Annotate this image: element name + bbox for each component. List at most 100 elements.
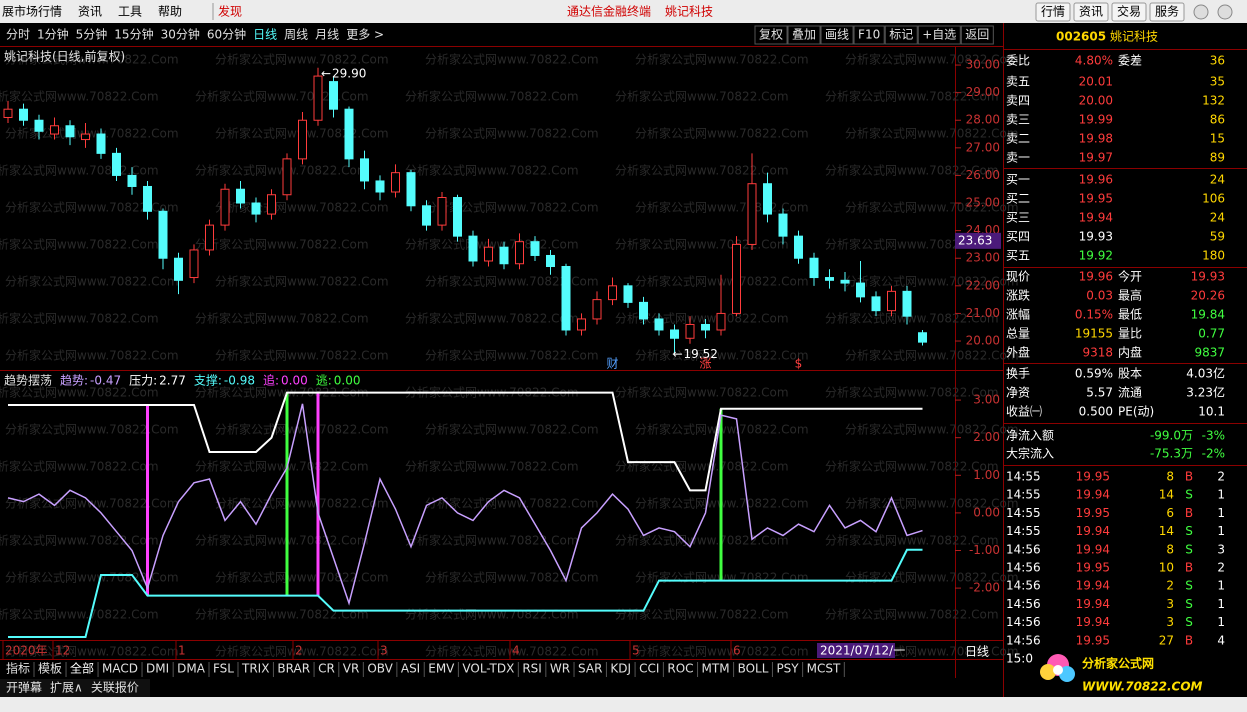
trade-side: B — [1185, 633, 1193, 647]
flow-label: 大宗流入 — [1006, 446, 1054, 461]
book-volume: 24 — [1210, 211, 1225, 225]
candle-body — [608, 285, 617, 301]
period-item: 15分钟 — [114, 27, 153, 42]
trade-price: 19.95 — [1076, 470, 1110, 484]
candle-body — [406, 172, 416, 207]
watermark: 分析家公式网www.70822.Com — [405, 89, 579, 104]
legend-name: 逃: — [316, 374, 332, 388]
candle-body — [313, 75, 323, 121]
candle-body — [654, 318, 664, 331]
indicator-tab: DMA — [177, 662, 206, 676]
logo-center — [1053, 665, 1063, 675]
menu-title: 通达信金融终端 — [567, 4, 651, 19]
logo-url: WWW.70822.COM — [1082, 680, 1203, 694]
candle-body — [670, 329, 679, 339]
legend-name: 支撑: — [194, 373, 222, 388]
logo-petal — [1040, 664, 1056, 680]
indicator-tab: CCI — [639, 662, 659, 676]
book-label: 卖二 — [1006, 132, 1030, 146]
indicator-tab: FSL — [213, 662, 234, 676]
tool-item: 画线 — [825, 28, 849, 42]
quote-value: 36 — [1210, 54, 1225, 68]
book-volume: 86 — [1210, 113, 1225, 127]
candle-body — [499, 246, 509, 265]
legend-value: -0.98 — [224, 374, 255, 388]
trade-time: 14:55 — [1006, 488, 1041, 502]
stat-label: 今开 — [1118, 269, 1142, 284]
watermark: 分析家公式网www.70822.Com — [215, 422, 389, 437]
tool-box — [917, 25, 961, 45]
indicator-tab: OBV — [367, 662, 393, 676]
trade-price: 19.94 — [1076, 597, 1110, 611]
book-label: 买一 — [1006, 173, 1030, 187]
watermark: 分析家公式网www.70822.Com — [825, 163, 999, 178]
watermark: 分析家公式网www.70822.Com — [425, 52, 599, 67]
trade-time: 14:56 — [1006, 633, 1041, 647]
tool-item: +自选 — [922, 28, 956, 42]
watermark: 分析家公式网www.70822.Com — [615, 237, 789, 252]
trade-side: S — [1185, 597, 1193, 611]
candle-body — [918, 332, 927, 343]
candle-body — [809, 257, 819, 279]
book-price: 19.96 — [1079, 173, 1113, 187]
date-label: 12 — [55, 644, 70, 658]
ind-tick-label: -2.00 — [969, 581, 1000, 595]
book-price: 19.98 — [1079, 132, 1113, 146]
price-tick-label: 23.00 — [966, 251, 1000, 265]
candle-body — [577, 318, 586, 331]
watermark: 分析家公式网www.70822.Com — [215, 496, 389, 511]
candle-body — [267, 194, 276, 215]
trade-side: S — [1185, 615, 1193, 629]
period-item: 分时 — [6, 28, 30, 42]
logo: 分析家公式网 WWW.70822.COM — [1040, 654, 1203, 694]
watermark: 分析家公式网www.70822.Com — [195, 607, 369, 622]
candle-body — [50, 125, 59, 135]
stat-label: 收益㈠ — [1006, 405, 1042, 419]
ind-tick-label: 3.00 — [973, 393, 1000, 407]
watermark: 分析家公式网www.70822.Com — [0, 385, 159, 400]
stat-value: 19.93 — [1191, 270, 1225, 284]
quote-label: 委比 — [1006, 54, 1030, 68]
watermark: 分析家公式网www.70822.Com — [845, 52, 1019, 67]
stat-label: 涨幅 — [1006, 307, 1030, 322]
trade-price: 19.94 — [1076, 579, 1110, 593]
trade-time: 14:55 — [1006, 506, 1041, 520]
watermark: 分析家公式网www.70822.Com — [195, 459, 369, 474]
menu-button — [1035, 2, 1071, 22]
trade-volume: 14 — [1159, 488, 1174, 502]
candle-body — [251, 202, 261, 215]
menu-item: 工具 — [118, 5, 142, 19]
candle-body — [530, 241, 540, 256]
flow-label: 净流入额 — [1006, 429, 1054, 443]
date-label: 5 — [632, 644, 640, 658]
indicator-tab: ROC — [667, 662, 693, 676]
candle-body — [871, 296, 881, 312]
indicator-tab: CR — [318, 662, 335, 676]
indicator-tab: RSI — [522, 662, 542, 676]
candle-body — [685, 323, 695, 339]
tool-item: 返回 — [965, 28, 989, 42]
watermark: 分析家公式网www.70822.Com — [635, 644, 809, 659]
trade-time: 14:56 — [1006, 542, 1041, 556]
trade-price: 19.94 — [1076, 488, 1110, 502]
price-tick-label: 25.00 — [966, 196, 1000, 210]
legend-name: 追: — [263, 373, 279, 388]
book-price: 19.94 — [1079, 211, 1113, 225]
watermark: 分析家公式网www.70822.Com — [405, 311, 579, 326]
flow-pct: -3% — [1202, 429, 1225, 443]
menu-button — [1073, 2, 1109, 22]
event-marker: 财 — [606, 357, 618, 371]
menu-title: 姚记科技 — [665, 5, 713, 19]
trade-time: 14:55 — [1006, 470, 1041, 484]
trade-price: 19.94 — [1076, 524, 1110, 538]
trade-volume: 27 — [1159, 633, 1174, 647]
price-tick-label: 28.00 — [966, 113, 1000, 127]
trade-side: S — [1185, 542, 1193, 556]
candle-body — [96, 133, 106, 154]
trade-side: S — [1185, 579, 1193, 593]
period-item: 更多 > — [346, 28, 384, 42]
book-label: 卖三 — [1006, 113, 1030, 127]
watermark: 分析家公式网www.70822.Com — [195, 89, 369, 104]
candle-body — [453, 197, 462, 237]
candle-body — [65, 125, 75, 138]
